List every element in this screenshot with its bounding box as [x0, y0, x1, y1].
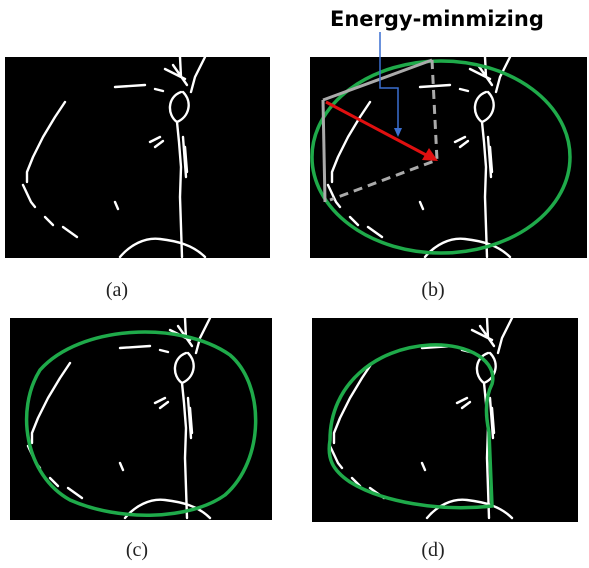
panel-label: (a) [106, 279, 128, 301]
panel-label: (c) [126, 539, 148, 561]
figure: Energy-minmizing (a) (b) (c) (d) [0, 0, 589, 568]
panel-label: (b) [421, 279, 444, 301]
panel-image [312, 318, 578, 522]
panel-label: (d) [421, 539, 444, 561]
annotation: Energy-minmizing [330, 7, 544, 31]
panel-image [5, 57, 270, 258]
guide-line [323, 100, 325, 202]
